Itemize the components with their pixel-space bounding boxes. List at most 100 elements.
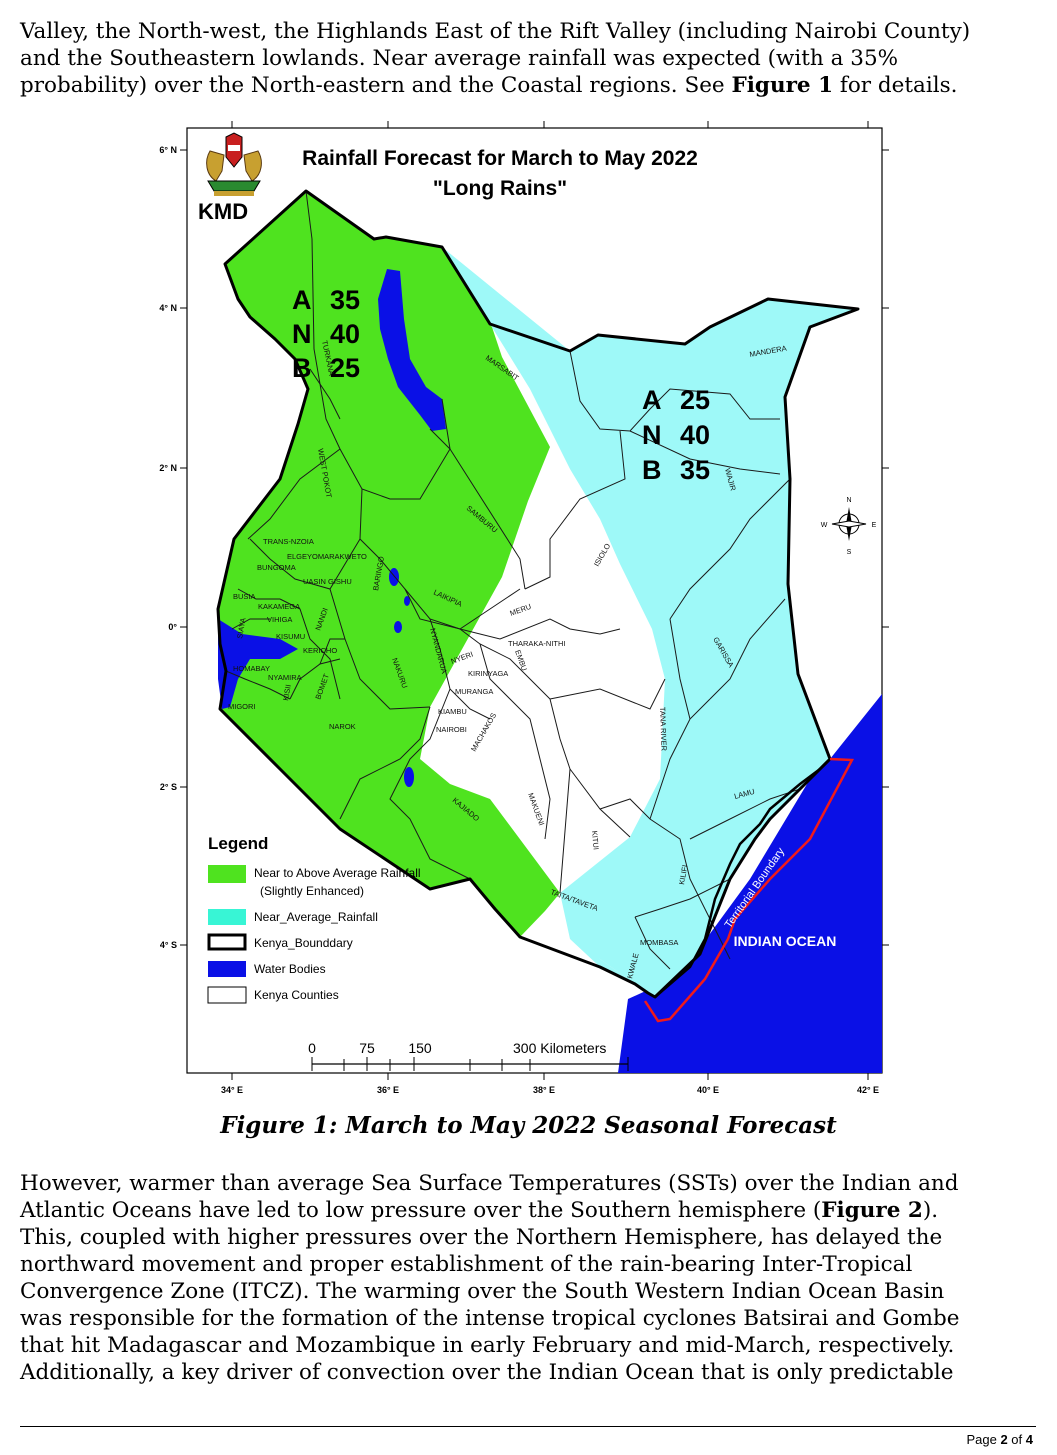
page-number: Page 2 of 4 <box>966 1432 1033 1447</box>
legend-swatch-boundary <box>207 933 247 951</box>
county-label: KERICHO <box>303 646 337 655</box>
county-boundaries <box>225 190 831 970</box>
lat-label: 2° N <box>159 463 177 473</box>
county-label: THARAKA-NITHI <box>508 639 566 648</box>
legend-label: Near to Above Average Rainfall <box>254 866 421 880</box>
legend-label: Kenya_Bounddary <box>254 936 353 950</box>
county-label: VIHIGA <box>267 615 292 624</box>
legend-swatch-water <box>208 961 246 977</box>
text-span: 4 <box>1025 1432 1033 1447</box>
text-line: probability) over the North-eastern and … <box>20 72 1032 99</box>
county-label: KILIFI <box>677 864 689 885</box>
compass-w: W <box>821 522 828 529</box>
text-line: Additionally, a key driver of convection… <box>20 1360 954 1385</box>
county-label: HOMABAY <box>233 664 270 673</box>
lake-bogoria <box>404 596 410 606</box>
prob-letter-a: A <box>642 385 662 415</box>
legend-swatch-cyan <box>208 909 246 925</box>
text-span: for details. <box>833 73 958 98</box>
figure-2-reference: Figure 2 <box>821 1198 923 1223</box>
county-label: SIAYA <box>235 617 248 639</box>
footer-rule <box>20 1426 1036 1427</box>
coastline <box>654 758 831 998</box>
county-label: TANA RIVER <box>658 707 669 752</box>
agency-label: KMD <box>198 199 248 224</box>
compass-rose-icon: N S W E <box>821 497 877 556</box>
text-line: and the Southeastern lowlands. Near aver… <box>20 46 899 71</box>
map-title-line1: Rainfall Forecast for March to May 2022 <box>302 147 698 170</box>
legend-label: Near_Average_Rainfall <box>254 910 378 924</box>
county-label: ELGEYOMARAKWETO <box>287 552 367 561</box>
text-span: 2 <box>1000 1432 1008 1447</box>
lon-label: 34° E <box>221 1085 243 1095</box>
lat-label: 4° N <box>159 303 177 313</box>
legend-label: Kenya Counties <box>254 988 339 1002</box>
county-label: KISUMU <box>276 632 305 641</box>
county-label: UASIN GISHU <box>303 577 352 586</box>
compass-e: E <box>872 522 877 529</box>
legend: Legend Near to Above Average Rainfall (S… <box>207 834 421 1004</box>
legend-swatch-counties <box>207 986 247 1004</box>
text-line: Atlantic Oceans have led to low pressure… <box>20 1197 1032 1224</box>
text-line: northward movement and proper establishm… <box>20 1252 913 1277</box>
text-span: ). <box>922 1198 939 1223</box>
ocean-label: INDIAN OCEAN <box>734 933 837 949</box>
legend-title: Legend <box>208 834 268 853</box>
east-probabilities: A 25 N 40 B 35 <box>642 385 710 485</box>
county-label: MOMBASA <box>640 938 678 947</box>
scale-label: 0 <box>308 1040 316 1056</box>
kenya-cyan-south <box>560 893 635 984</box>
prob-letter-a: A <box>292 285 312 315</box>
text-line: Convergence Zone (ITCZ). The warming ove… <box>20 1279 945 1304</box>
lat-label: 4° S <box>160 940 177 950</box>
compass-n: N <box>846 497 851 504</box>
prob-letter-n: N <box>292 319 312 349</box>
county-label: BUSIA <box>233 592 256 601</box>
scale-label: 300 Kilometers <box>513 1040 606 1056</box>
county-label: KAKAMEGA <box>258 602 300 611</box>
text-line: Valley, the North-west, the Highlands Ea… <box>20 19 971 44</box>
text-line: However, warmer than average Sea Surface… <box>20 1171 959 1196</box>
prob-a-value: 35 <box>330 285 360 315</box>
bottom-paragraph: However, warmer than average Sea Surface… <box>20 1170 1032 1386</box>
kenya-coat-of-arms-icon <box>206 132 262 196</box>
county-label: MIGORI <box>228 702 256 711</box>
text-line: This, coupled with higher pressures over… <box>20 1225 943 1250</box>
rainfall-forecast-map: 6° N 4° N 2° N 0° 2° S 4° S 34° E 36° E … <box>130 119 910 1109</box>
county-label: NAIROBI <box>436 725 467 734</box>
compass-s: S <box>847 549 852 556</box>
scale-label: 75 <box>359 1040 375 1056</box>
county-label: MURANGA <box>455 687 493 696</box>
prob-a-value: 25 <box>680 385 710 415</box>
figure-1-reference: Figure 1 <box>731 73 834 98</box>
territorial-boundary <box>643 757 855 1023</box>
lat-label: 2° S <box>160 782 177 792</box>
text-span: Atlantic Oceans have led to low pressure… <box>20 1198 822 1223</box>
prob-n-value: 40 <box>680 420 710 450</box>
prob-n-value: 40 <box>330 319 360 349</box>
county-label: KIAMBU <box>438 707 467 716</box>
county-label: KISII <box>281 684 293 702</box>
lon-label: 38° E <box>533 1085 555 1095</box>
top-paragraph: Valley, the North-west, the Highlands Ea… <box>20 18 1032 99</box>
lat-label: 6° N <box>159 145 177 155</box>
prob-b-value: 35 <box>680 455 710 485</box>
lake-naivasha <box>394 621 402 633</box>
prob-letter-n: N <box>642 420 662 450</box>
figure-caption: Figure 1: March to May 2022 Seasonal For… <box>220 1112 837 1139</box>
kenya-boundary <box>216 189 860 999</box>
lon-tick-marks <box>231 121 869 1080</box>
county-label: TRANS-NZOIA <box>263 537 314 546</box>
text-span: Page <box>966 1432 1001 1447</box>
scale-label: 150 <box>408 1040 432 1056</box>
lon-label: 42° E <box>857 1085 879 1095</box>
lake-turkana <box>378 269 446 431</box>
lake-baringo <box>389 568 399 586</box>
lon-label: 40° E <box>697 1085 719 1095</box>
lake-magadi <box>404 767 414 787</box>
scale-bar: 0 75 150 300 Kilometers <box>308 1040 629 1071</box>
text-span: of <box>1007 1432 1026 1447</box>
map-title-line2: "Long Rains" <box>433 177 567 200</box>
legend-label: Water Bodies <box>254 962 326 976</box>
indian-ocean-area <box>618 694 882 1073</box>
